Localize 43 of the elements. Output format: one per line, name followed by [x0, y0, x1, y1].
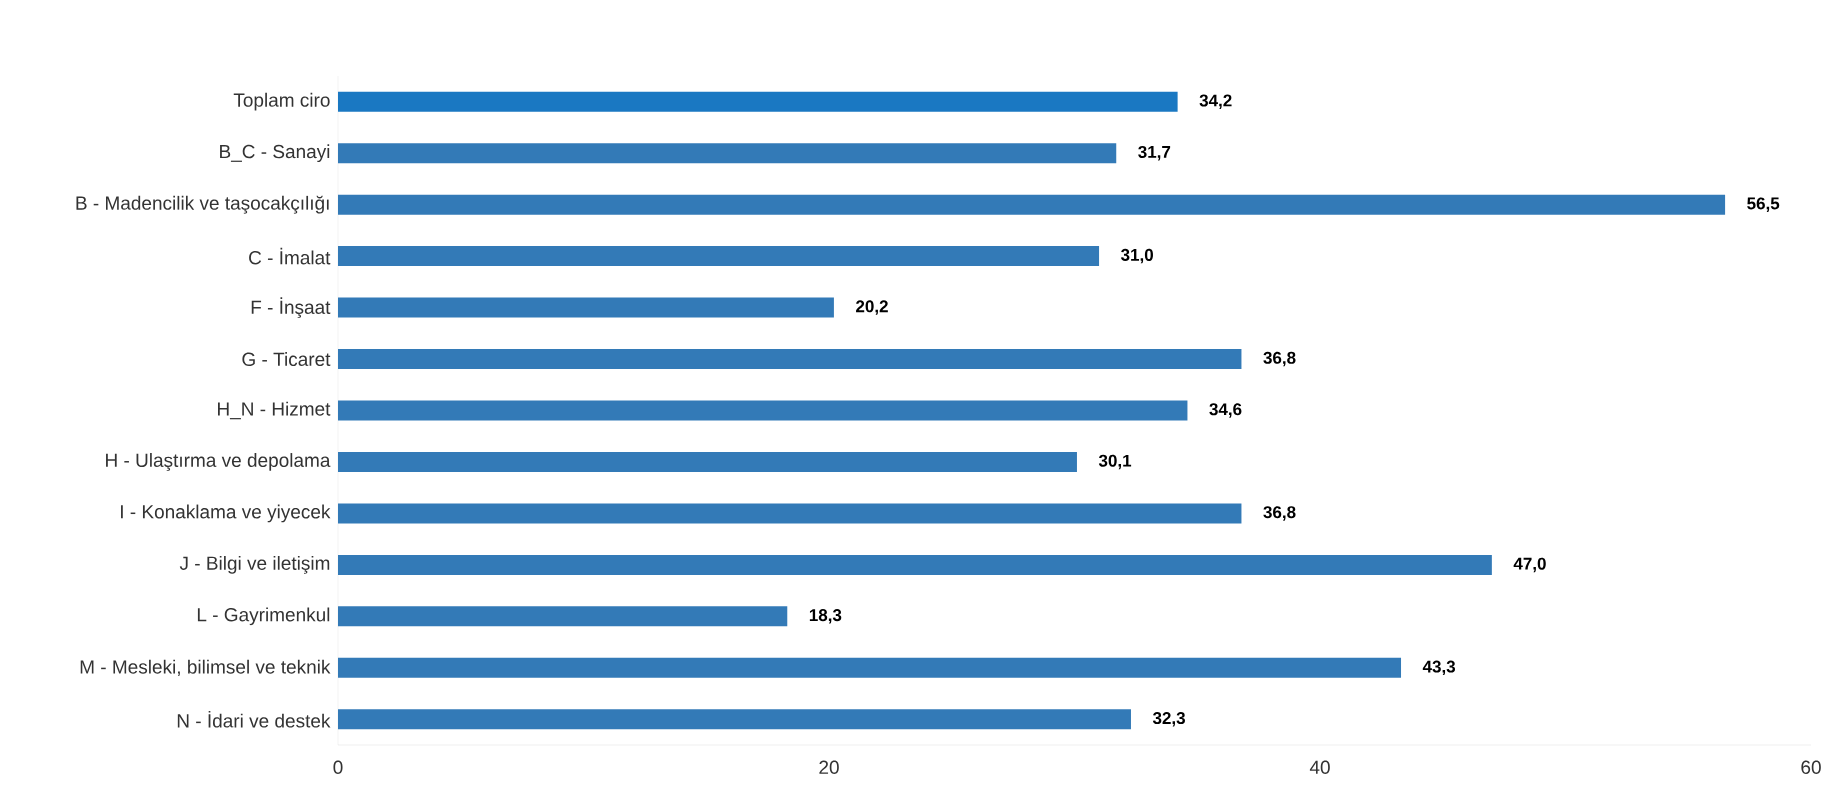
- y-tick-label: I - Konaklama ve yiyecek: [121, 504, 331, 523]
- bar: [338, 194, 1726, 215]
- bar: [338, 503, 1242, 524]
- data-label: 18,3: [809, 609, 842, 624]
- data-label: 34,6: [1209, 403, 1242, 418]
- y-tick-label: M - Mesleki, bilimsel ve teknik: [80, 659, 331, 676]
- x-tick-label: 40: [1309, 760, 1330, 774]
- data-label: 20,2: [856, 300, 888, 315]
- y-tick-label: N - İdari ve destek: [177, 710, 331, 728]
- y-tick-label: H - Ulaştırma ve depolama: [106, 453, 331, 471]
- data-label: 43,3: [1422, 660, 1456, 676]
- y-tick-label: J - Bilgi ve iletişim: [179, 555, 330, 574]
- bar: [338, 246, 1100, 267]
- bar: [338, 349, 1242, 370]
- bar: [338, 91, 1178, 112]
- bar: [338, 143, 1117, 164]
- data-label: 34,2: [1199, 94, 1232, 109]
- y-tick-label: B_C - Sanayi: [220, 144, 330, 163]
- data-label: 32,3: [1152, 712, 1185, 727]
- data-label: 31,0: [1120, 248, 1153, 264]
- data-label: 47,0: [1513, 557, 1546, 573]
- y-tick-label: F - İnşaat: [251, 297, 331, 318]
- bar: [338, 657, 1402, 678]
- data-label: 30,1: [1098, 454, 1132, 470]
- bar: [338, 709, 1131, 730]
- y-tick-label: B - Madencilik ve taşocakçılığı: [76, 195, 329, 214]
- data-label: 36,8: [1263, 506, 1296, 521]
- data-label: 56,5: [1747, 197, 1780, 212]
- bar: [338, 606, 788, 627]
- x-tick-label: 0: [333, 760, 343, 774]
- y-tick-label: C - İmalat: [249, 247, 331, 265]
- y-tick-label: G - Ticaret: [242, 352, 331, 367]
- y-tick-label: L - Gayrimenkul: [197, 607, 330, 626]
- bar: [338, 400, 1188, 421]
- bar: [338, 297, 834, 318]
- y-tick-label: Toplam ciro: [233, 92, 330, 111]
- y-tick-label: H_N - Hizmet: [218, 401, 331, 420]
- data-label: 36,8: [1263, 351, 1296, 367]
- x-tick-label: 20: [819, 760, 839, 774]
- bar: [338, 451, 1077, 472]
- bar: [338, 554, 1492, 575]
- x-tick-label: 60: [1801, 760, 1821, 774]
- data-label: 31,7: [1138, 145, 1171, 161]
